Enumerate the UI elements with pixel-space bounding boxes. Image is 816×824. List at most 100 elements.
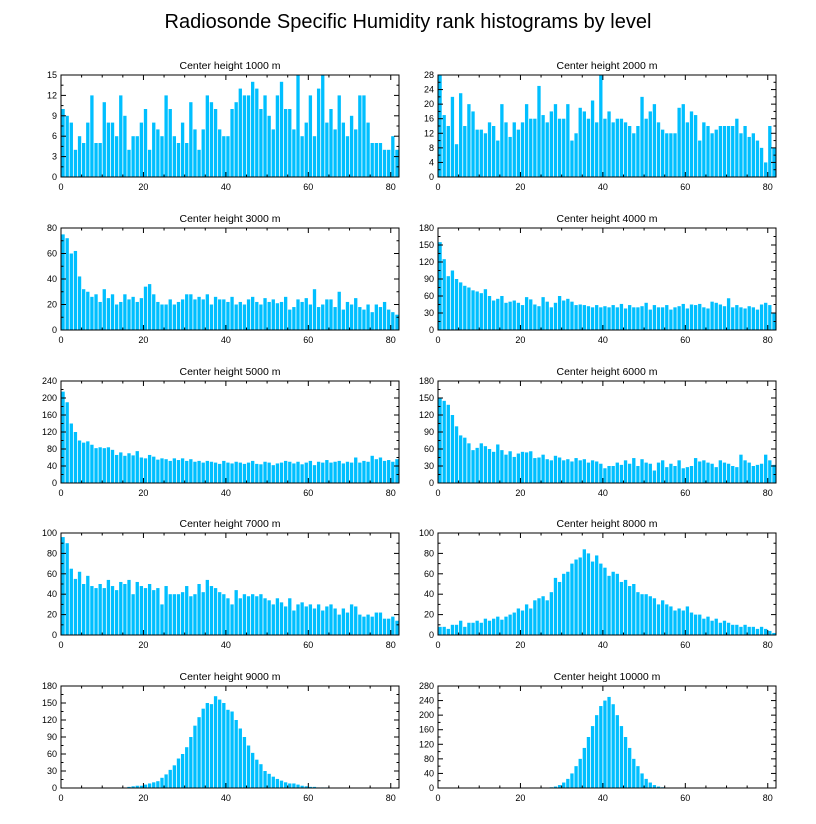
x-tick-label: 80 (386, 182, 396, 192)
bar (218, 299, 222, 330)
bar (714, 618, 718, 635)
bar (590, 561, 595, 635)
bar (508, 614, 512, 635)
x-tick-label: 20 (138, 488, 148, 498)
y-tick-label: 40 (47, 589, 57, 599)
bar (288, 598, 292, 635)
bar (545, 459, 549, 483)
bar (632, 458, 636, 483)
bar (487, 449, 492, 483)
bar (123, 584, 127, 635)
bar (491, 618, 496, 635)
y-tick-label: 180 (419, 223, 434, 233)
bar (487, 122, 492, 177)
bar (677, 107, 681, 177)
bar (714, 129, 718, 177)
bar (623, 308, 628, 330)
bar (366, 461, 370, 483)
bar (557, 118, 562, 177)
bar (172, 765, 177, 788)
bar (640, 96, 644, 177)
bar (325, 299, 329, 330)
bar (710, 133, 714, 177)
bar (333, 461, 337, 483)
bar (533, 600, 537, 635)
bar (479, 622, 483, 635)
bar (226, 709, 230, 788)
bar (209, 102, 214, 177)
bar (636, 126, 640, 177)
bar (698, 140, 702, 177)
bar (201, 708, 205, 788)
bar (65, 238, 69, 330)
bar (731, 126, 735, 177)
bar (739, 454, 743, 483)
bar (296, 75, 300, 177)
bar (304, 606, 308, 635)
bar (553, 455, 558, 483)
bar (349, 604, 354, 635)
bar (603, 567, 607, 635)
bar (768, 460, 772, 483)
bar (743, 126, 747, 177)
y-tick-label: 0 (52, 325, 57, 335)
bar (471, 111, 475, 177)
bar (566, 778, 570, 788)
y-tick-label: 150 (42, 698, 57, 708)
bar (595, 122, 599, 177)
bar (185, 143, 189, 177)
bar (292, 463, 296, 483)
bar (370, 616, 374, 635)
bar (739, 626, 743, 635)
bar (288, 109, 292, 177)
bar (438, 242, 442, 330)
bar (304, 122, 308, 177)
bar (395, 620, 399, 635)
bar (329, 299, 333, 330)
bar (271, 465, 275, 483)
bar (242, 304, 247, 330)
bar (652, 104, 657, 177)
bar (685, 467, 690, 483)
y-tick-label: 80 (424, 548, 434, 558)
bar (586, 118, 591, 177)
bar (316, 461, 321, 483)
bar (337, 614, 341, 635)
bar (759, 147, 764, 177)
bar (172, 458, 177, 483)
bar (582, 459, 586, 483)
bar (114, 304, 119, 330)
bar (685, 122, 690, 177)
bar (259, 304, 263, 330)
bar (119, 301, 123, 330)
bar (483, 133, 488, 177)
bar (139, 457, 144, 483)
bar (496, 140, 500, 177)
bar (549, 111, 554, 177)
bar (442, 400, 446, 483)
bar (205, 294, 209, 330)
bar (628, 126, 632, 177)
y-tick-label: 80 (47, 444, 57, 454)
bar (189, 459, 193, 483)
bar (537, 598, 541, 635)
bar (611, 122, 615, 177)
bar (446, 126, 450, 177)
bar (718, 126, 723, 177)
bar (321, 610, 325, 635)
bar (582, 111, 586, 177)
bar (665, 604, 669, 635)
bar (607, 307, 611, 330)
y-tick-label: 60 (424, 444, 434, 454)
panel-6: Center height 6000 m 0 20 40 60 80 0 30 60 90 120 1… (419, 366, 777, 498)
bar (382, 301, 387, 330)
bar (599, 706, 603, 788)
bar (65, 115, 69, 177)
bar (168, 594, 172, 635)
bar (681, 303, 685, 330)
bar (180, 754, 185, 788)
bar (337, 95, 341, 177)
bar (168, 299, 172, 330)
bar (656, 604, 661, 635)
bar (296, 299, 300, 330)
